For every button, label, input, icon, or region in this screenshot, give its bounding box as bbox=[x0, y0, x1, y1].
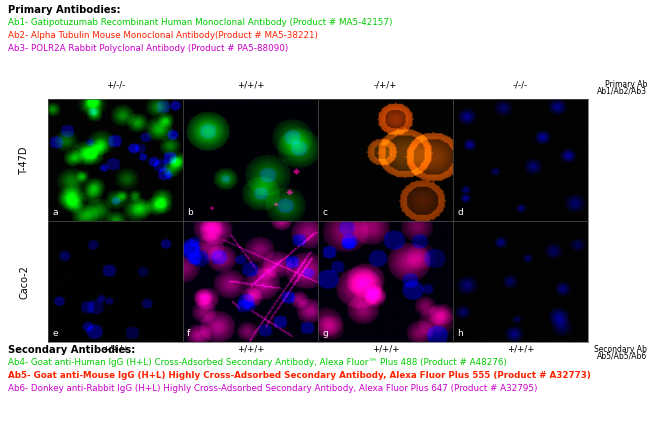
Text: Primary Ab: Primary Ab bbox=[604, 80, 647, 89]
Text: Primary Antibodies:: Primary Antibodies: bbox=[8, 5, 121, 15]
Text: b: b bbox=[187, 207, 193, 216]
Text: Secondary Antibodies:: Secondary Antibodies: bbox=[8, 344, 135, 354]
Text: h: h bbox=[457, 329, 463, 338]
Text: +/+/+: +/+/+ bbox=[102, 344, 129, 353]
Text: f: f bbox=[187, 329, 190, 338]
Text: a: a bbox=[52, 207, 58, 216]
Text: Ab1- Gatipotuzumab Recombinant Human Monoclonal Antibody (Product # MA5-42157): Ab1- Gatipotuzumab Recombinant Human Mon… bbox=[8, 18, 393, 27]
Text: Ab5- Goat anti-Mouse IgG (H+L) Highly Cross-Adsorbed Secondary Antibody, Alexa F: Ab5- Goat anti-Mouse IgG (H+L) Highly Cr… bbox=[8, 370, 591, 379]
Text: +/+/+: +/+/+ bbox=[237, 80, 265, 89]
Text: Ab4- Goat anti-Human IgG (H+L) Cross-Adsorbed Secondary Antibody, Alexa Fluor™ P: Ab4- Goat anti-Human IgG (H+L) Cross-Ads… bbox=[8, 357, 507, 366]
Text: Ab1/Ab2/Ab3: Ab1/Ab2/Ab3 bbox=[597, 87, 647, 96]
Text: Secondary Ab: Secondary Ab bbox=[594, 344, 647, 353]
Text: Ab6- Donkey anti-Rabbit IgG (H+L) Highly Cross-Adsorbed Secondary Antibody, Alex: Ab6- Donkey anti-Rabbit IgG (H+L) Highly… bbox=[8, 383, 538, 392]
Text: Ab2- Alpha Tubulin Mouse Monoclonal Antibody(Product # MA5-38221): Ab2- Alpha Tubulin Mouse Monoclonal Anti… bbox=[8, 31, 318, 40]
Text: c: c bbox=[322, 207, 327, 216]
Text: Ab3- POLR2A Rabbit Polyclonal Antibody (Product # PA5-88090): Ab3- POLR2A Rabbit Polyclonal Antibody (… bbox=[8, 44, 289, 53]
Text: Ab5/Ab5/Ab6: Ab5/Ab5/Ab6 bbox=[597, 351, 647, 360]
Text: e: e bbox=[52, 329, 58, 338]
Text: g: g bbox=[322, 329, 328, 338]
Text: +/+/+: +/+/+ bbox=[372, 344, 399, 353]
Text: -/+/+: -/+/+ bbox=[374, 80, 397, 89]
Text: +/-/-: +/-/- bbox=[106, 80, 125, 89]
Text: -/-/-: -/-/- bbox=[513, 80, 528, 89]
Text: +/+/+: +/+/+ bbox=[507, 344, 534, 353]
Text: Caco-2: Caco-2 bbox=[19, 265, 29, 298]
Text: d: d bbox=[457, 207, 463, 216]
Text: T-47D: T-47D bbox=[19, 146, 29, 175]
Text: +/+/+: +/+/+ bbox=[237, 344, 265, 353]
